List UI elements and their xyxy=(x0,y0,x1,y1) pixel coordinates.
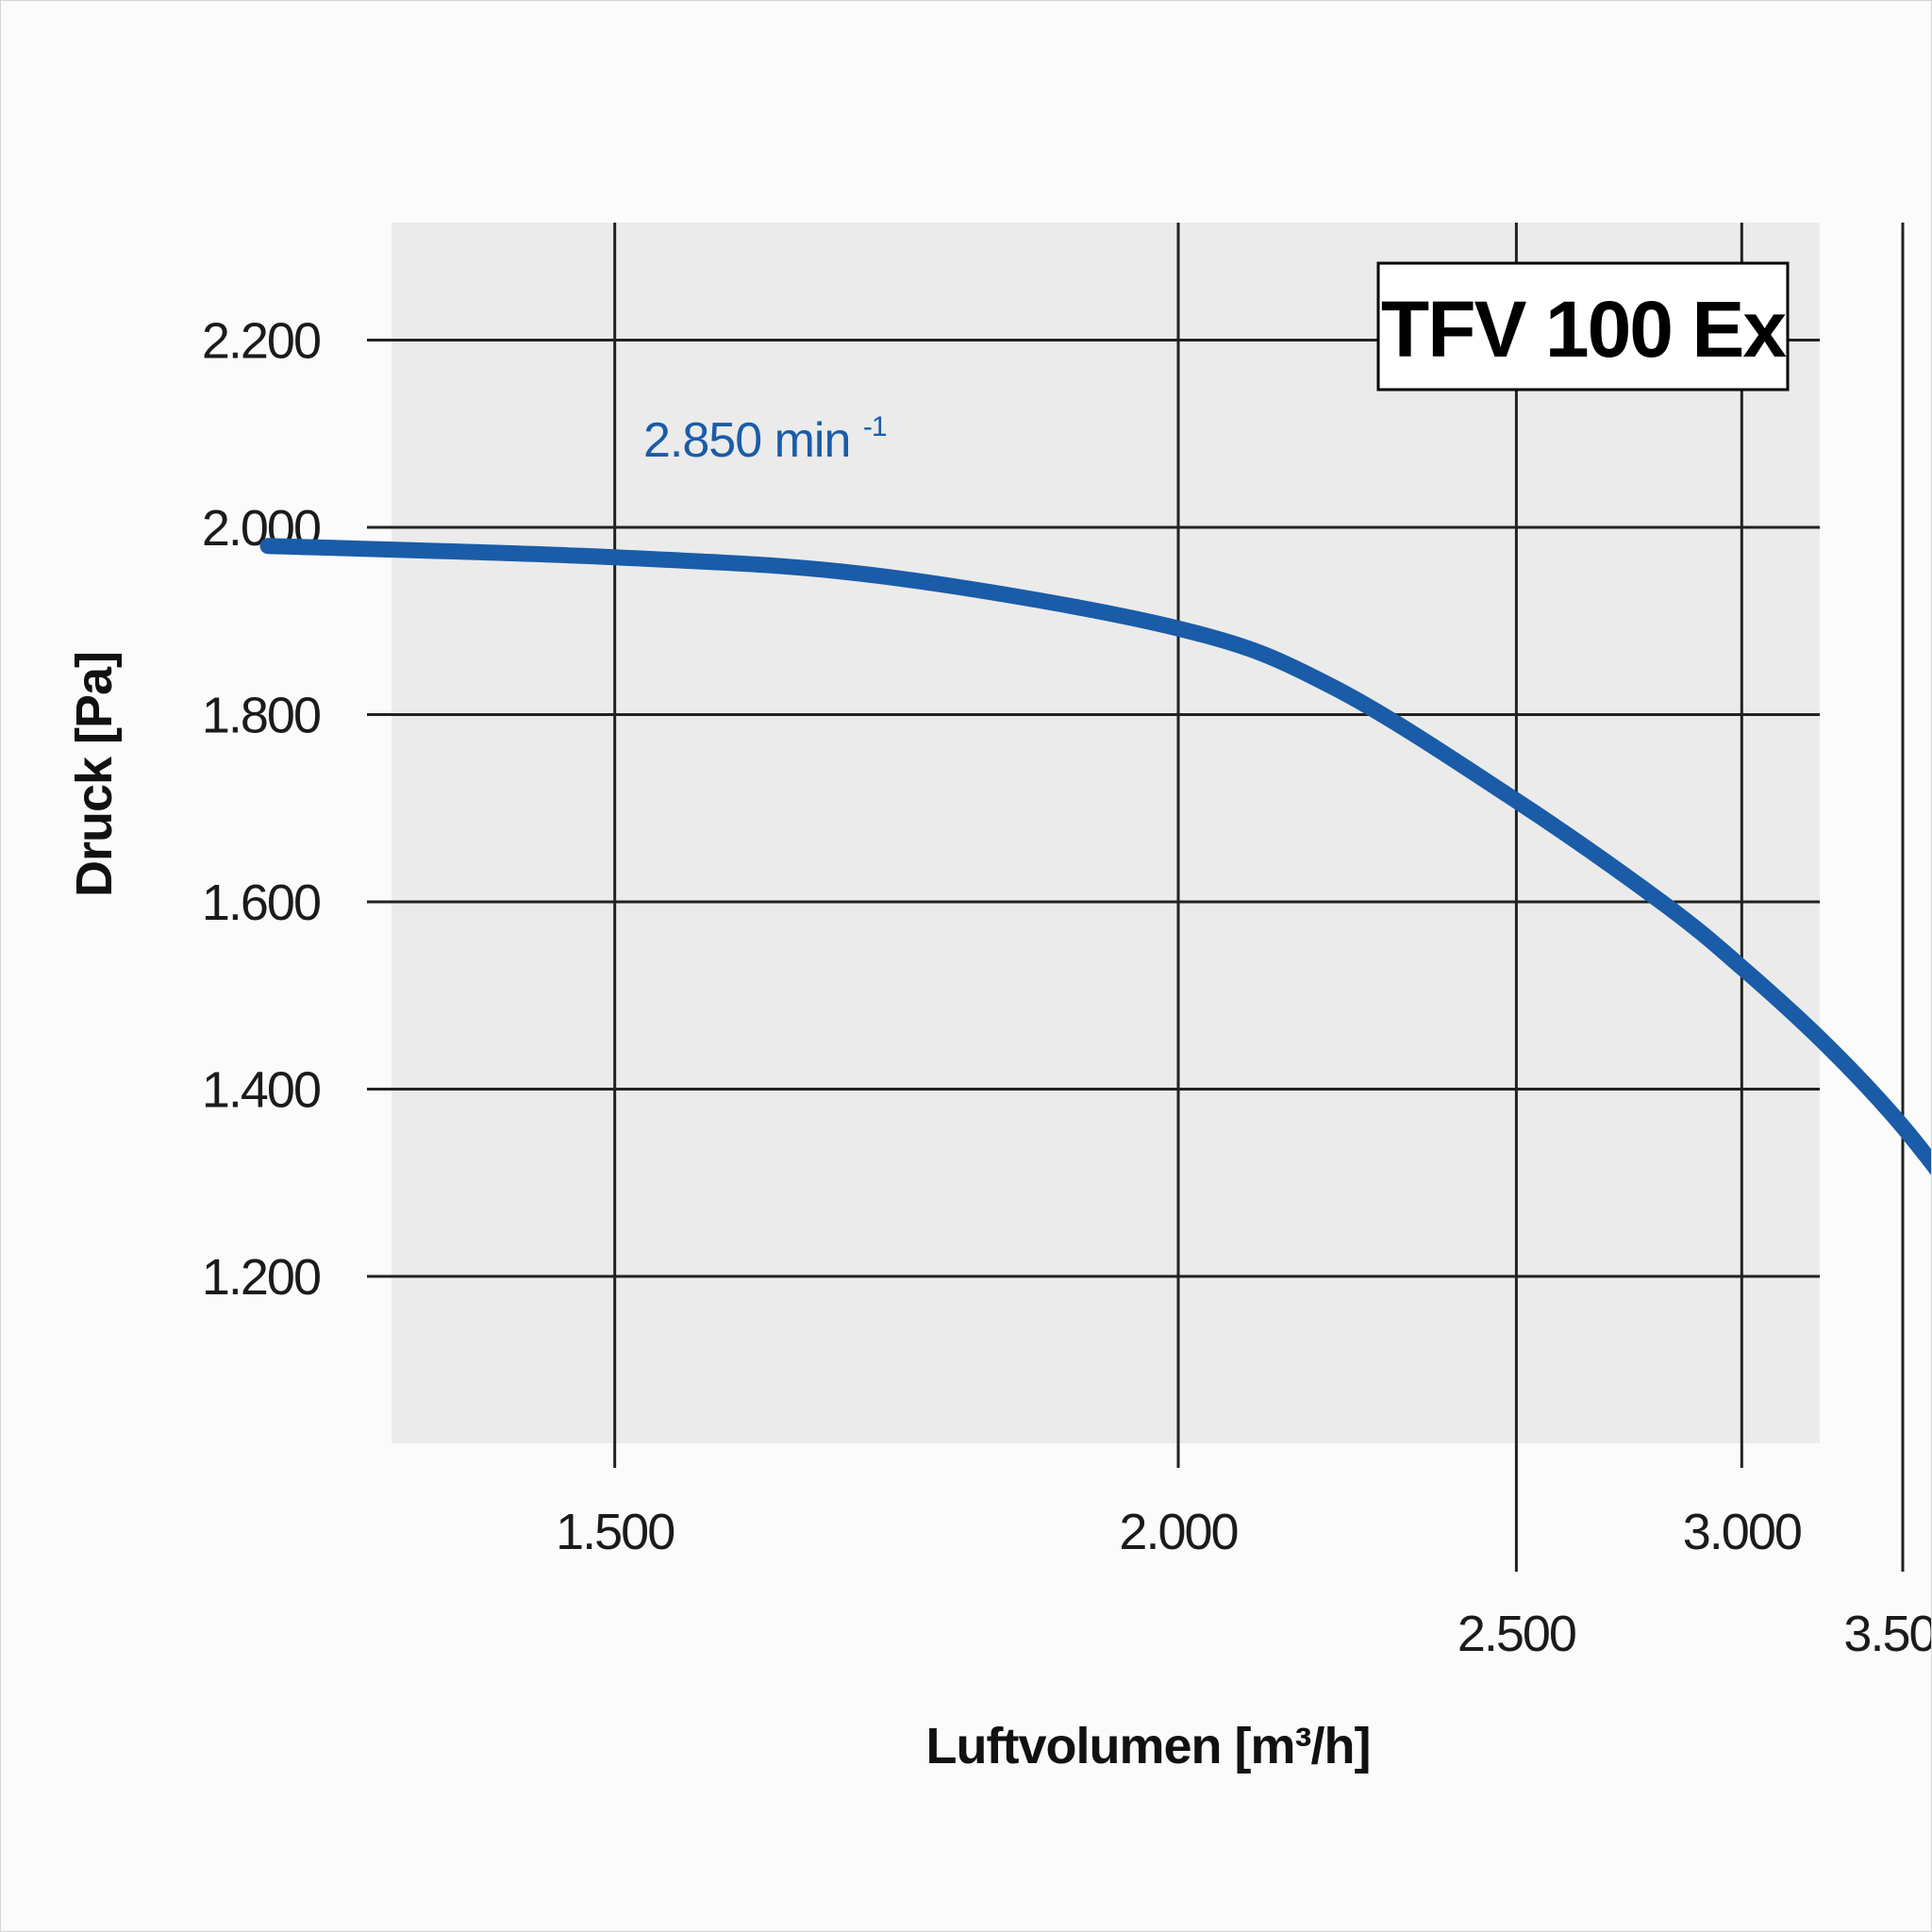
horizontal-gridlines xyxy=(367,339,1820,1278)
x-tick-label: 2.500 xyxy=(1457,1606,1575,1662)
x-tick-label: 1.500 xyxy=(556,1504,674,1560)
series-point xyxy=(614,557,616,558)
series-label-superscript: -1 xyxy=(863,411,887,442)
series-point xyxy=(1902,1125,1904,1127)
title-box: TFV 100 Ex xyxy=(1376,261,1790,391)
chart-title: TFV 100 Ex xyxy=(1381,285,1788,374)
x-tick-label: 3.500 xyxy=(1843,1606,1931,1662)
series-point xyxy=(1827,1046,1829,1048)
series-point xyxy=(1515,800,1517,802)
y-tick-label: 1.600 xyxy=(202,874,320,931)
series-point xyxy=(1740,967,1742,968)
y-tick-label: 1.800 xyxy=(202,688,320,744)
series-label-main: 2.850 min xyxy=(643,413,850,468)
y-axis-title: Druck [Pa] xyxy=(66,652,123,897)
x-axis-title: Luftvolumen [m³/h] xyxy=(926,1718,1371,1774)
x-tick-label: 2.000 xyxy=(1119,1504,1237,1560)
plot-area xyxy=(391,223,1820,1443)
series-layer xyxy=(259,538,1931,1175)
series-label: 2.850 min -1 xyxy=(643,411,887,468)
y-tick-label: 1.200 xyxy=(202,1249,320,1306)
series-point xyxy=(267,545,269,547)
vertical-gridlines xyxy=(613,223,1905,1572)
y-tick-label: 1.400 xyxy=(202,1062,320,1119)
y-tick-label: 2.200 xyxy=(202,313,320,370)
series-point xyxy=(1177,627,1179,629)
series-point xyxy=(1660,901,1662,903)
x-tick-label: 3.000 xyxy=(1683,1504,1801,1560)
series-point xyxy=(1331,686,1333,688)
series-point xyxy=(879,575,881,577)
